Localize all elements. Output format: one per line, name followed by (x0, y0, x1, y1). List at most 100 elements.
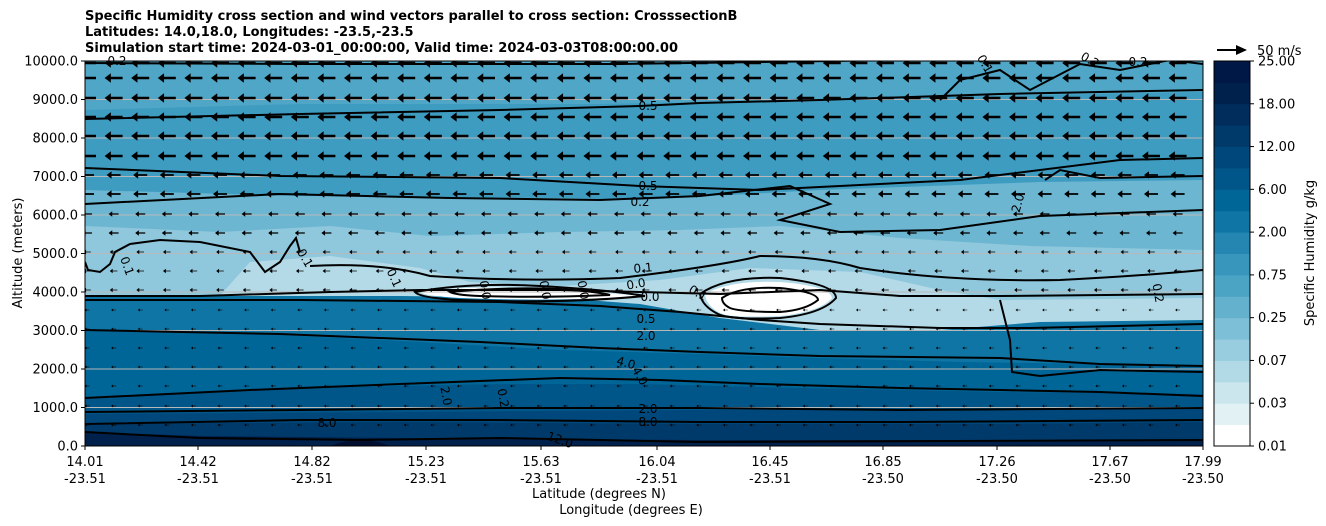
wind-vector (643, 384, 649, 388)
wind-vector (829, 365, 835, 369)
wind-vector (483, 404, 489, 408)
wind-vector (749, 423, 755, 427)
wind-vector (636, 61, 655, 68)
wind-vector (773, 211, 784, 217)
y-tick-label: 4000.0 (33, 286, 79, 301)
wind-vector (957, 190, 972, 198)
wind-vector (135, 230, 146, 236)
wind-vector (904, 190, 919, 198)
wind-vector (743, 112, 761, 122)
wind-vector (399, 190, 414, 198)
wind-vector (855, 365, 861, 369)
wind-vector (423, 93, 442, 103)
wind-vector (430, 423, 436, 427)
contour-0.5-upper (85, 89, 1203, 120)
wind-vector (882, 365, 888, 369)
wind-vector (802, 404, 808, 408)
wind-vector (933, 211, 944, 217)
colorbar-swatch (1214, 403, 1250, 426)
wind-vector (1040, 287, 1049, 293)
wind-vector (829, 346, 835, 350)
wind-vector (136, 249, 144, 255)
wind-vector (108, 230, 119, 236)
wind-vector (1170, 190, 1185, 198)
colorbar-tick-label: 6.00 (1258, 183, 1287, 198)
wind-vector (188, 230, 199, 236)
wind-vector (85, 193, 94, 195)
wind-vector (1009, 93, 1027, 103)
wind-vector (776, 423, 782, 427)
contour-dry-west-outer (413, 283, 646, 303)
wind-vector (133, 190, 148, 198)
wind-vector (186, 171, 201, 179)
wind-vector (104, 73, 123, 83)
wind-vector (430, 346, 436, 350)
wind-vector (610, 61, 628, 68)
wind-vector (641, 268, 650, 274)
wind-vector (720, 211, 731, 217)
wind-vector (636, 151, 655, 161)
wind-vector (1015, 365, 1021, 369)
wind-vector (610, 151, 628, 161)
wind-vector (456, 365, 462, 369)
x-tick-label-lat: 16.85 (864, 455, 901, 470)
wind-vector (161, 230, 172, 236)
wind-vector (668, 287, 676, 293)
wind-vector (931, 171, 946, 179)
wind-vector (297, 346, 303, 350)
wind-vector (425, 171, 440, 179)
wind-vector (643, 404, 649, 408)
wind-vector (323, 404, 329, 408)
wind-vector (237, 131, 256, 141)
x-tick-label-lat: 14.82 (293, 455, 330, 470)
wind-vector (643, 365, 649, 369)
wind-vector (456, 308, 462, 312)
wind-vector (425, 190, 440, 198)
contour-0.1-center (309, 254, 1203, 282)
wind-vector (479, 171, 493, 179)
contour-label: 0.1 (117, 255, 137, 278)
wind-vector (563, 404, 569, 408)
wind-vector (1090, 171, 1105, 179)
wind-vector (982, 112, 1001, 122)
wind-vector (616, 423, 622, 427)
wind-vector (85, 308, 90, 312)
wind-vector (612, 190, 626, 198)
wind-vector (346, 171, 360, 179)
wind-vector (510, 308, 516, 312)
wind-vector (935, 308, 941, 312)
colorbar-swatch (1214, 253, 1250, 276)
wind-vector (423, 112, 442, 122)
colorbar-swatch (1214, 210, 1250, 233)
wind-vector (669, 308, 675, 312)
wind-vector (929, 73, 948, 83)
quiver-key: 50 m/s (1217, 44, 1302, 59)
wind-vector (189, 268, 198, 274)
wind-vector (397, 93, 416, 103)
wind-vector (933, 230, 944, 236)
wind-vector (217, 384, 223, 388)
wind-vector (297, 327, 303, 331)
wind-vector (1095, 346, 1101, 350)
wind-vector (743, 73, 761, 83)
wind-vector (722, 404, 728, 408)
humidity-band-max (330, 440, 390, 446)
contour-label: 0.0 (476, 279, 493, 300)
colorbar: 0.01 0.03 0.07 0.25 0.75 2.00 6.00 12.00 18.00 25… (1213, 55, 1295, 455)
wind-vector (882, 423, 888, 427)
wind-vector (189, 287, 198, 293)
wind-vector (636, 73, 655, 83)
contour-label: 2.0 (437, 385, 454, 406)
wind-vector (244, 346, 250, 350)
wind-vector (855, 384, 861, 388)
wind-vector (296, 249, 304, 255)
wind-vector (456, 346, 462, 350)
wind-vector (536, 384, 542, 388)
wind-vector (822, 73, 841, 83)
wind-vector (507, 211, 518, 217)
wind-vector (264, 61, 283, 68)
wind-vector (695, 287, 703, 293)
x-tick-label-lat: 17.99 (1184, 455, 1221, 470)
wind-vector (477, 151, 495, 161)
wind-vector (266, 190, 281, 198)
